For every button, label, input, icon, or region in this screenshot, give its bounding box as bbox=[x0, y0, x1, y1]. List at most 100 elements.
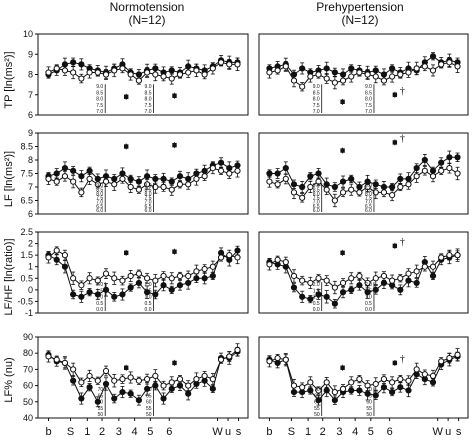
data-point-open bbox=[209, 165, 216, 172]
x-tick-label: b bbox=[266, 426, 272, 438]
data-point-open bbox=[53, 178, 60, 185]
data-point-closed bbox=[438, 159, 445, 166]
data-point-open bbox=[389, 192, 396, 199]
significance-dagger: † bbox=[400, 354, 405, 365]
data-point-open bbox=[348, 186, 355, 193]
data-point-open bbox=[380, 272, 388, 280]
data-point-open bbox=[405, 181, 412, 188]
inset-tick-label: 6.0 bbox=[96, 208, 103, 214]
data-point-closed bbox=[61, 263, 69, 270]
y-tick-label: -0.5 bbox=[17, 296, 33, 306]
inset-tick-label: 8.5 bbox=[96, 187, 103, 193]
data-point-open bbox=[201, 71, 208, 78]
inset-tick-label: 6.5 bbox=[365, 204, 372, 210]
inset-tick-label: 9.0 bbox=[313, 84, 320, 90]
data-point-closed bbox=[331, 300, 338, 307]
data-point-closed bbox=[421, 156, 428, 164]
data-point-open bbox=[226, 353, 233, 360]
panel-frame bbox=[258, 33, 469, 116]
inset-tick-label: 2.0 bbox=[96, 282, 103, 288]
inset-tick-label: 6.5 bbox=[96, 204, 103, 210]
data-point-open bbox=[421, 167, 428, 174]
data-point-open bbox=[397, 275, 404, 282]
data-point-open bbox=[364, 183, 371, 191]
data-point-open bbox=[127, 374, 134, 381]
y-tick-label: 8 bbox=[28, 155, 33, 165]
data-point-open bbox=[86, 69, 93, 76]
data-point-open bbox=[201, 265, 208, 273]
data-point-open bbox=[168, 379, 175, 386]
data-point-open bbox=[299, 277, 306, 284]
y-tick-label: 80 bbox=[23, 348, 33, 358]
data-point-open bbox=[185, 272, 192, 280]
data-point-open bbox=[356, 376, 363, 383]
data-point-closed bbox=[78, 293, 85, 300]
data-point-open bbox=[119, 277, 126, 284]
data-point-open bbox=[380, 189, 388, 196]
inset-tick-label: 7.0 bbox=[145, 109, 152, 115]
series-line-closed bbox=[269, 156, 458, 188]
data-point-open bbox=[266, 261, 273, 268]
data-point-open bbox=[290, 189, 298, 196]
data-point-closed bbox=[168, 286, 175, 293]
data-point-open bbox=[266, 358, 273, 365]
inset-tick-label: 8.0 bbox=[96, 97, 103, 103]
x-tick-label: 5 bbox=[368, 426, 374, 438]
y-tick-label: 2 bbox=[28, 239, 33, 249]
panel-frame bbox=[258, 132, 469, 215]
inset-mean-marker bbox=[340, 250, 345, 256]
data-point-open bbox=[70, 69, 77, 76]
inset-tick-label: 0.0 bbox=[313, 307, 320, 313]
y-tick-label: 2.5 bbox=[20, 227, 33, 237]
data-point-open bbox=[438, 358, 445, 365]
data-point-closed bbox=[299, 293, 306, 300]
y-tick-label: 70 bbox=[23, 364, 33, 374]
inset-tick-label: 9.0 bbox=[96, 84, 103, 90]
data-point-open bbox=[356, 272, 363, 280]
data-point-open bbox=[86, 372, 93, 379]
series-line-closed bbox=[48, 59, 238, 76]
panel-lf-prehypertension: 9.08.58.07.57.06.56.09.08.58.07.57.06.56… bbox=[258, 132, 469, 215]
inset-tick-label: 7.0 bbox=[145, 200, 152, 206]
data-point-closed bbox=[119, 291, 126, 298]
data-point-open bbox=[389, 277, 396, 284]
data-point-closed bbox=[290, 284, 298, 291]
data-point-open bbox=[209, 263, 216, 270]
data-point-closed bbox=[323, 387, 330, 394]
data-point-open bbox=[160, 272, 167, 280]
data-point-open bbox=[339, 189, 347, 196]
y-tick-label: 7.5 bbox=[20, 169, 33, 179]
data-point-closed bbox=[168, 178, 175, 185]
inset-tick-label: 0.0 bbox=[96, 307, 103, 313]
data-point-closed bbox=[176, 173, 184, 180]
data-point-closed bbox=[331, 69, 338, 76]
inset-tick-label: 7.5 bbox=[96, 103, 103, 109]
inset-tick-label: 7.5 bbox=[96, 196, 103, 202]
data-point-closed bbox=[119, 388, 126, 396]
data-point-open bbox=[454, 351, 461, 358]
inset-mean-marker bbox=[392, 243, 398, 249]
data-point-open bbox=[209, 376, 216, 383]
inset-tick-label: 65 bbox=[314, 393, 320, 399]
data-point-open bbox=[307, 379, 314, 386]
data-point-closed bbox=[389, 183, 396, 191]
inset-tick-label: 50 bbox=[366, 412, 372, 418]
data-point-closed bbox=[135, 71, 142, 78]
data-point-open bbox=[193, 175, 200, 182]
data-point-open bbox=[61, 252, 69, 259]
data-point-open bbox=[127, 183, 134, 191]
inset-tick-label: 8.5 bbox=[313, 90, 320, 96]
y-tick-label: 6 bbox=[28, 209, 33, 219]
data-point-open bbox=[94, 181, 101, 188]
data-point-closed bbox=[209, 385, 216, 392]
data-point-open bbox=[160, 183, 167, 191]
y-tick-label: 1.5 bbox=[20, 250, 33, 260]
data-point-open bbox=[78, 75, 85, 82]
inset-tick-label: 1.5 bbox=[313, 288, 320, 294]
data-point-open bbox=[119, 376, 126, 383]
data-point-open bbox=[397, 71, 404, 78]
data-point-open bbox=[282, 258, 289, 266]
data-point-open bbox=[94, 69, 101, 76]
data-point-open bbox=[168, 75, 175, 82]
inset-tick-label: 8.5 bbox=[313, 187, 320, 193]
